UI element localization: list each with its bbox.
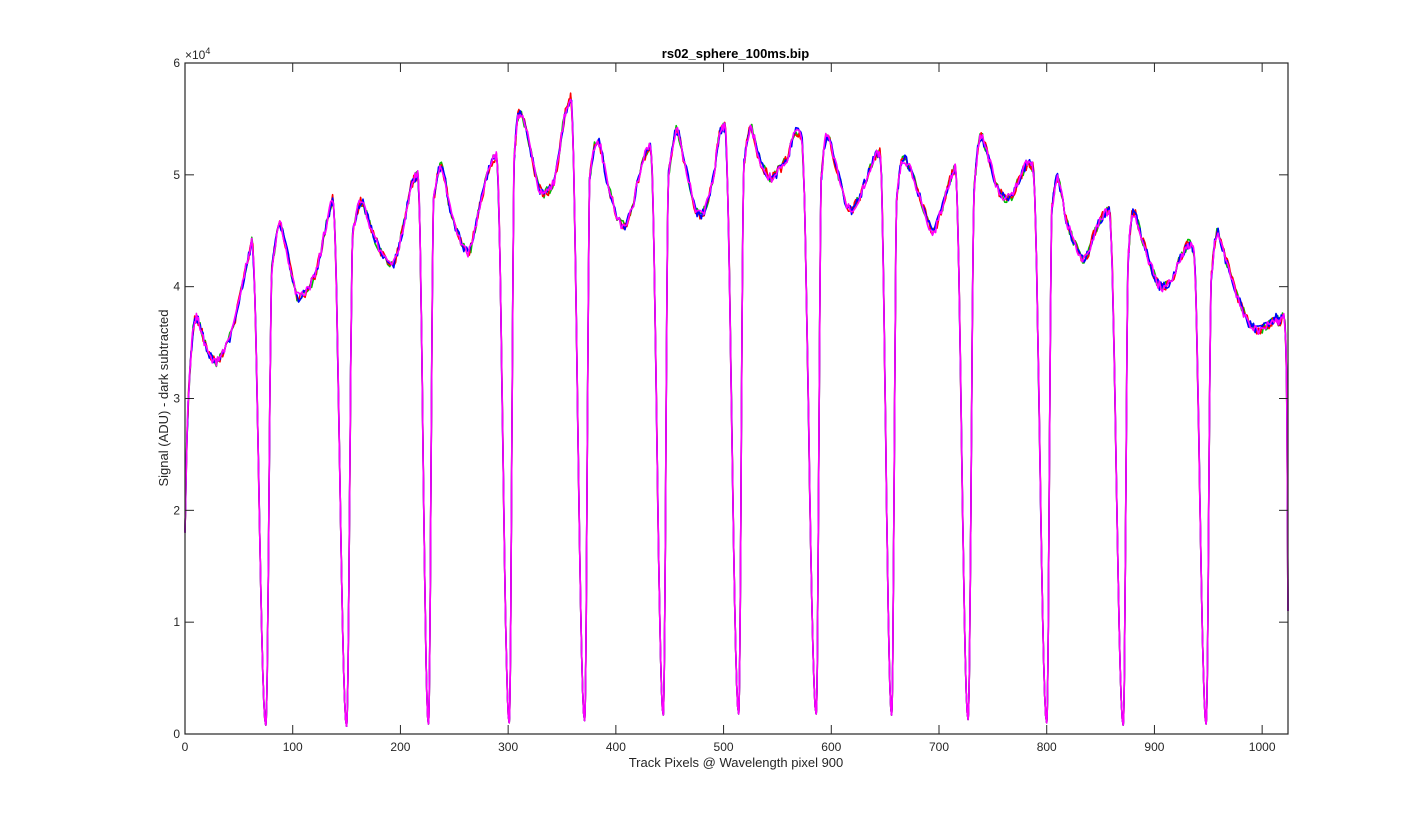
y-exponent-power: 4	[205, 46, 210, 56]
chart-title: rs02_sphere_100ms.bip	[662, 46, 809, 61]
y-exponent-base: ×10	[185, 48, 206, 62]
x-axis-label: Track Pixels @ Wavelength pixel 900	[629, 755, 844, 770]
series-line	[184, 98, 1289, 727]
x-axis-ticks: 0 100 200 300 400 500 600 700 800 900 1000	[182, 63, 1276, 754]
y-axis-ticks: 0 1 2 3 4 5 6	[173, 56, 1288, 741]
x-tick-label: 0	[182, 740, 189, 754]
y-tick-label: 5	[173, 168, 180, 182]
y-tick-label: 4	[173, 280, 180, 294]
x-tick-label: 400	[606, 740, 626, 754]
y-tick-label: 1	[173, 615, 180, 629]
x-tick-label: 900	[1144, 740, 1164, 754]
x-tick-label: 600	[821, 740, 841, 754]
svg-text:×104: ×104	[185, 46, 210, 62]
y-tick-label: 0	[173, 727, 180, 741]
x-tick-label: 300	[498, 740, 518, 754]
y-axis-exponent: ×104	[185, 46, 210, 62]
x-tick-label: 800	[1037, 740, 1057, 754]
x-tick-label: 100	[283, 740, 303, 754]
x-tick-label: 700	[929, 740, 949, 754]
x-tick-label: 1000	[1249, 740, 1276, 754]
x-tick-label: 500	[714, 740, 734, 754]
x-tick-label: 200	[390, 740, 410, 754]
y-tick-label: 3	[173, 392, 180, 406]
y-tick-label: 6	[173, 56, 180, 70]
y-tick-label: 2	[173, 503, 180, 517]
series-group	[184, 92, 1289, 727]
y-axis-label: Signal (ADU) - dark subtracted	[156, 309, 171, 486]
